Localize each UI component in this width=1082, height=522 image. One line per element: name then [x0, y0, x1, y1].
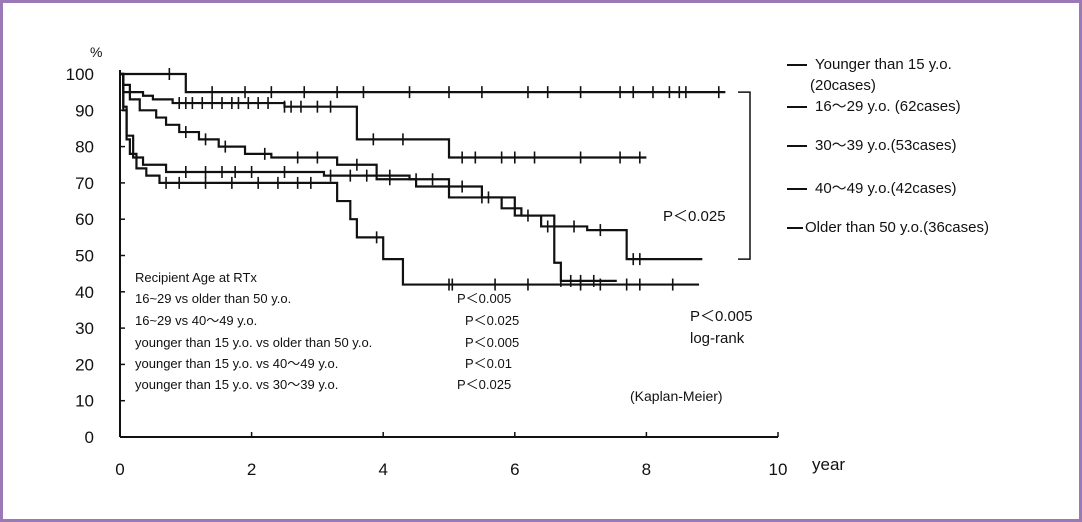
- legend-item-30-39: 30〜39 y.o.(53cases): [787, 137, 956, 155]
- legend-line: [787, 106, 807, 109]
- series-layer: [120, 68, 726, 291]
- logrank-label: log-rank: [690, 330, 745, 347]
- comparison-p-value: P＜0.025: [457, 377, 512, 392]
- km-series: [120, 72, 647, 164]
- x-tick-label: 4: [378, 460, 387, 479]
- bracket-layer: [738, 91, 751, 260]
- legend-line: [787, 145, 807, 148]
- legend-label: (20cases): [810, 77, 876, 94]
- legend-label: Younger than 15 y.o.: [815, 56, 952, 73]
- comparison-p-value: P＜0.01: [465, 356, 512, 371]
- km-curve: [120, 72, 647, 159]
- legend-label: 16〜29 y.o. (62cases): [815, 98, 961, 115]
- axes: 0 10 20 30 40 50 60 70 80 90 100 0 2 4 6 8 10: [66, 65, 788, 479]
- legend-item-under-15: Younger than 15 y.o.: [787, 56, 952, 74]
- x-tick-label: 6: [510, 460, 519, 479]
- legend-item-40-49: 40〜49 y.o.(42cases): [787, 180, 956, 198]
- comparison-p-value: P＜0.025: [465, 313, 520, 328]
- legend-line: [787, 227, 803, 230]
- x-tick-label: 8: [642, 460, 651, 479]
- x-tick-label: 0: [115, 460, 124, 479]
- annotation-subtitle: Recipient Age at RTx: [135, 270, 257, 285]
- comparison-label: younger than 15 y.o. vs older than 50 y.…: [135, 335, 373, 350]
- y-axis-label: %: [90, 44, 103, 60]
- comparison-p-value: P＜0.005: [465, 335, 520, 350]
- y-tick-label: 0: [85, 428, 94, 447]
- y-tick-label: 100: [66, 65, 94, 84]
- km-curve: [120, 72, 617, 283]
- legend-item-over-50: Older than 50 y.o.(36cases): [787, 219, 989, 237]
- km-curve: [120, 72, 726, 94]
- comparison-label: younger than 15 y.o. vs 40〜49 y.o.: [135, 356, 339, 371]
- legend-item-under-15-cases: (20cases): [810, 77, 876, 95]
- legend-line: [787, 188, 807, 191]
- method-label: (Kaplan-Meier): [630, 388, 723, 404]
- y-tick-label: 80: [75, 138, 94, 157]
- km-series: [120, 72, 700, 291]
- km-curve: [120, 72, 703, 261]
- legend-item-16-29: 16〜29 y.o. (62cases): [787, 98, 961, 116]
- logrank-p-value: P＜0.005: [690, 308, 753, 325]
- legend-label: 40〜49 y.o.(42cases): [815, 180, 957, 197]
- y-tick-label: 90: [75, 101, 94, 120]
- km-series: [120, 68, 726, 99]
- y-tick-label: 60: [75, 210, 94, 229]
- legend-line: [787, 64, 807, 67]
- y-tick-label: 40: [75, 283, 94, 302]
- x-tick-label: 2: [247, 460, 256, 479]
- y-tick-label: 20: [75, 355, 94, 374]
- comparison-label: 16~29 vs 40〜49 y.o.: [135, 313, 258, 328]
- bracket-p-value: P＜0.025: [663, 208, 726, 225]
- legend-label: 30〜39 y.o.(53cases): [815, 137, 957, 154]
- km-series: [120, 72, 617, 287]
- y-tick-label: 10: [75, 392, 94, 411]
- km-curve: [120, 72, 700, 286]
- y-tick-label: 30: [75, 319, 94, 338]
- x-axis-label: year: [812, 455, 846, 474]
- y-tick-label: 50: [75, 247, 94, 266]
- comparison-label: 16~29 vs older than 50 y.o.: [135, 291, 292, 306]
- bracket-line: [738, 91, 751, 260]
- legend-label: Older than 50 y.o.(36cases): [805, 219, 989, 236]
- y-tick-label: 70: [75, 174, 94, 193]
- comparison-p-value: P＜0.005: [457, 291, 512, 306]
- x-tick-label: 10: [769, 460, 788, 479]
- comparison-label: younger than 15 y.o. vs 30〜39 y.o.: [135, 377, 339, 392]
